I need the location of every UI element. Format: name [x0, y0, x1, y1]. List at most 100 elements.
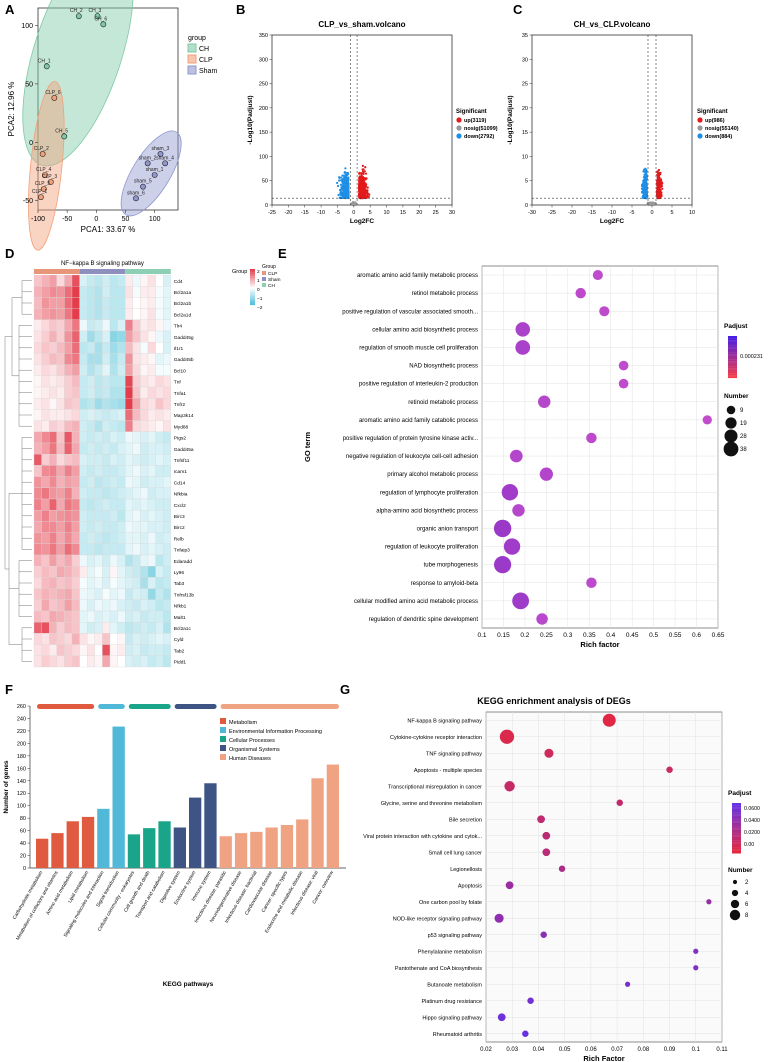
volcano-point — [658, 182, 661, 185]
y-tick-label: 35 — [522, 33, 528, 39]
bar-17 — [296, 819, 309, 868]
gene-label: Edaradd — [174, 559, 192, 565]
volcano-point — [642, 195, 645, 198]
heatmap-cell — [155, 655, 164, 668]
bubble-9 — [558, 865, 566, 872]
term-label: One carbon pool by folate — [419, 900, 482, 906]
color-step — [732, 852, 741, 854]
heatmap-cell — [79, 342, 88, 354]
color-step — [732, 838, 741, 840]
bar-16 — [280, 825, 294, 868]
heatmap-cell — [94, 498, 103, 511]
heatmap-cell — [140, 454, 149, 466]
point-label: sham_2 — [139, 155, 157, 161]
heatmap-cell — [41, 286, 50, 298]
heatmap-cell — [163, 554, 171, 567]
size-legend-marker — [730, 899, 740, 909]
x-tick-label: 0.02 — [480, 1047, 492, 1053]
x-tick-label: 0.05 — [559, 1047, 571, 1053]
volcano-point — [659, 171, 662, 174]
heatmap-cell — [33, 566, 42, 578]
heatmap-cell — [87, 442, 95, 455]
heatmap-cell — [49, 398, 57, 410]
heatmap-cell — [94, 431, 103, 444]
gene-label: Relb — [174, 536, 184, 542]
heatmap-cell — [49, 330, 57, 343]
heatmap-cell — [155, 644, 164, 656]
heatmap-cell — [87, 543, 95, 556]
heatmap-cell — [79, 566, 88, 578]
heatmap-cell — [71, 286, 80, 298]
heatmap-cell — [125, 364, 133, 376]
point-CLP_2 — [39, 151, 46, 157]
scale-step — [250, 283, 255, 286]
heatmap-cell — [94, 286, 103, 298]
y-tick-label: 80 — [20, 816, 26, 822]
heatmap-cell — [33, 622, 42, 634]
volcano-point — [657, 188, 660, 191]
heatmap-cell — [132, 655, 141, 668]
heatmap-cell — [132, 386, 141, 399]
bar-5 — [112, 726, 125, 868]
color-step — [728, 336, 737, 338]
bubble-1 — [575, 287, 586, 299]
y-tick-label: 0 — [23, 866, 26, 872]
heatmap-cell — [125, 498, 133, 511]
volcano-point — [656, 195, 659, 199]
heatmap-cell — [79, 465, 88, 477]
heatmap-cell — [102, 543, 111, 556]
x-tick-label: 0 — [352, 210, 355, 216]
heatmap-cell — [33, 610, 42, 623]
x-tick-label: -30 — [528, 210, 536, 216]
legend-swatch — [220, 718, 226, 724]
heatmap-cell — [155, 566, 164, 578]
heatmap-cell — [49, 342, 57, 354]
heatmap-cell — [79, 633, 88, 645]
scale-step — [250, 276, 255, 279]
heatmap-cell — [64, 622, 73, 634]
x-axis-label: Log2FC — [600, 218, 624, 225]
gene-label: Ptgs2 — [174, 436, 187, 442]
heatmap-cell — [79, 610, 88, 623]
heatmap-cell — [155, 398, 164, 410]
heatmap-cell — [163, 442, 171, 455]
color-step — [732, 814, 741, 816]
heatmap-cell — [41, 599, 50, 612]
volcano-point — [360, 194, 363, 198]
heatmap-cell — [64, 353, 73, 365]
heatmap-cell — [71, 655, 80, 668]
x-tick-label: -10 — [608, 210, 616, 216]
heatmap-cell — [49, 577, 57, 589]
x-tick-label: 10 — [383, 210, 389, 216]
bubble-0 — [592, 270, 603, 281]
x-tick-label: 20 — [416, 210, 422, 216]
heatmap-cell — [87, 274, 95, 287]
heatmap-cell — [33, 454, 42, 466]
heatmap-cell — [49, 286, 57, 298]
gene-label: Gadd45b — [174, 357, 194, 363]
heatmap-cell — [132, 543, 141, 556]
point-CH_3 — [94, 13, 101, 20]
scale-tick: 2 — [257, 269, 260, 275]
volcano-point — [340, 191, 343, 194]
category-band — [128, 704, 171, 709]
volcano-point — [361, 170, 365, 173]
legend-entry: nosig(51099) — [464, 126, 498, 132]
term-label: Bile secretion — [449, 817, 482, 823]
bar-3 — [81, 816, 95, 868]
heatmap-cell — [155, 297, 164, 309]
heatmap-cell — [163, 532, 171, 544]
heatmap-cell — [64, 274, 73, 287]
heatmap-cell — [109, 386, 118, 399]
heatmap-cell — [147, 286, 156, 298]
x-tick-label: 0.1 — [692, 1047, 701, 1053]
point-sham_6 — [133, 195, 139, 202]
heatmap-cell — [125, 420, 133, 432]
heatmap-cell — [41, 409, 50, 421]
bubble-12 — [494, 913, 504, 923]
heatmap-cell — [33, 476, 42, 488]
bar-label: Cell growth and death — [123, 870, 152, 914]
scale-step — [250, 296, 255, 298]
color-step — [728, 345, 737, 348]
heatmap-cell — [49, 543, 57, 556]
